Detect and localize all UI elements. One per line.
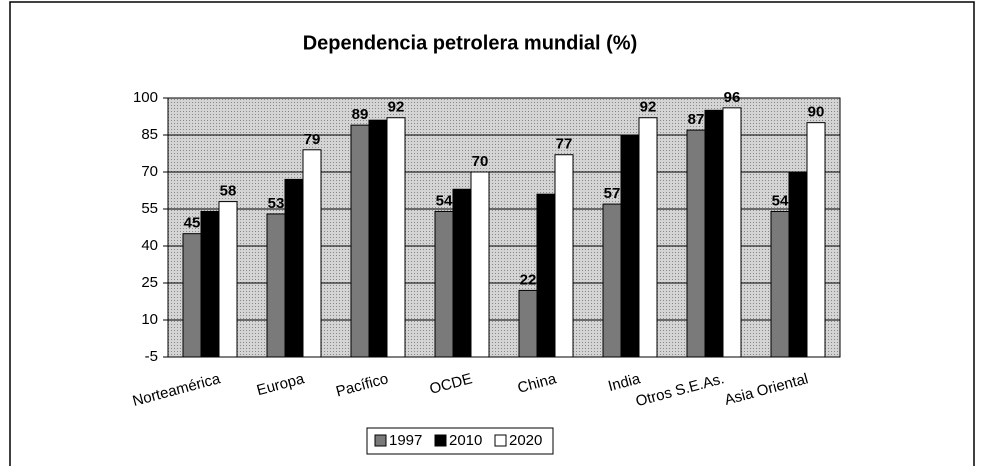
bar <box>788 171 808 358</box>
bar <box>470 171 490 358</box>
bar <box>602 203 622 358</box>
bar <box>182 233 202 358</box>
data-label: 79 <box>304 131 321 148</box>
x-tick-label: China <box>516 370 559 397</box>
x-tick-label: Norteamérica <box>131 370 223 410</box>
y-tick-label: 100 <box>133 89 158 106</box>
legend-swatch <box>494 434 507 447</box>
bar <box>770 210 790 358</box>
y-tick-label: 40 <box>141 237 158 254</box>
data-label: 54 <box>436 192 453 209</box>
bar <box>722 107 742 358</box>
bar <box>284 178 304 358</box>
bar <box>386 117 406 358</box>
data-label: 53 <box>268 195 285 212</box>
bar <box>200 210 220 358</box>
bar <box>434 210 454 358</box>
bar <box>368 119 388 358</box>
data-label: 70 <box>472 153 489 170</box>
data-label: 87 <box>688 111 705 128</box>
x-tick-label: India <box>606 370 642 395</box>
x-tick-label: Asia Oriental <box>723 370 810 409</box>
data-label: 77 <box>556 136 573 153</box>
bar <box>350 124 370 358</box>
legend-label: 1997 <box>389 432 422 449</box>
data-label: 96 <box>724 89 741 106</box>
legend-swatch <box>374 434 387 447</box>
x-tick-label: Pacífico <box>334 370 390 400</box>
data-label: 89 <box>352 106 369 123</box>
y-tick-label: 10 <box>141 311 158 328</box>
bar <box>806 122 826 358</box>
x-tick-label: Otros S.E.As. <box>634 370 726 410</box>
legend-box <box>366 427 554 455</box>
data-label: 92 <box>640 99 657 116</box>
bar <box>218 201 238 358</box>
bar <box>620 134 640 358</box>
bar <box>518 289 538 358</box>
data-label: 58 <box>220 183 237 200</box>
bar <box>554 154 574 358</box>
x-tick-label: Europa <box>255 370 307 399</box>
data-label: 57 <box>604 185 621 202</box>
bar <box>536 193 556 358</box>
y-tick-label: 70 <box>141 163 158 180</box>
y-tick-label: 85 <box>141 126 158 143</box>
legend-label: 2010 <box>449 432 482 449</box>
bar <box>266 213 286 358</box>
y-tick-label: -5 <box>145 348 158 365</box>
bar <box>686 129 706 358</box>
legend-swatch <box>434 434 447 447</box>
legend-label: 2020 <box>509 432 542 449</box>
y-tick-label: 55 <box>141 200 158 217</box>
data-label: 92 <box>388 99 405 116</box>
bar <box>638 117 658 358</box>
bar <box>302 149 322 358</box>
chart-title: Dependencia petrolera mundial (%) <box>303 32 638 54</box>
data-label: 45 <box>184 215 201 232</box>
data-label: 22 <box>520 271 537 288</box>
bar <box>452 188 472 358</box>
chart-frame <box>9 1 975 466</box>
y-tick-label: 25 <box>141 274 158 291</box>
data-label: 54 <box>772 192 789 209</box>
x-tick-label: OCDE <box>428 370 474 398</box>
data-label: 90 <box>808 104 825 121</box>
bar <box>704 109 724 358</box>
